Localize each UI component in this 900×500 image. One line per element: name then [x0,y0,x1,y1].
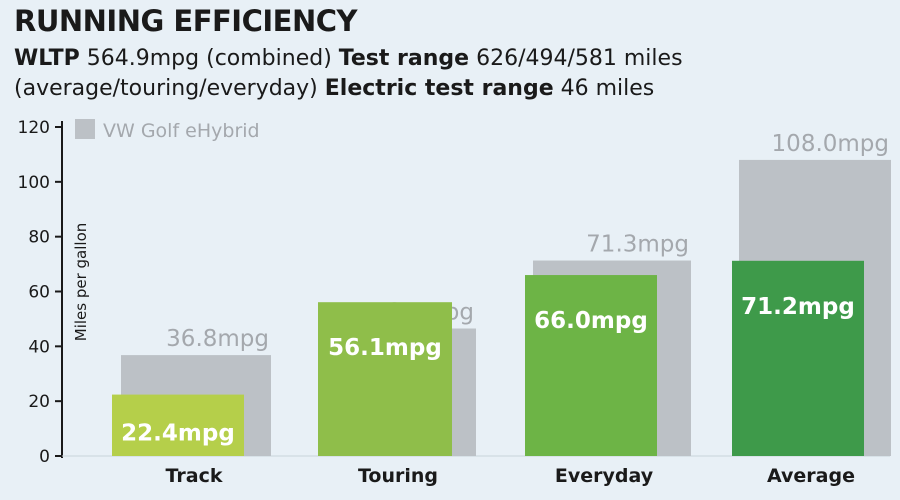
line1-segment-1: 564.9mpg (combined) [79,46,339,71]
value-bar-label: 22.4mpg [121,421,235,447]
line2-segment-2: 46 miles [553,76,655,101]
line1-segment-0: WLTP [14,46,80,71]
value-bar-label: 71.2mpg [741,294,855,320]
line1-segment-2: Test range [338,46,470,71]
category-label: Average [767,465,855,487]
y-tick-label: 120 [18,118,50,138]
line1-segment-3: 626/494/581 miles [469,46,683,71]
value-bar [318,302,452,456]
subtitle-line-2: (average/touring/everyday) Electric test… [14,74,894,104]
y-tick-label: 20 [28,392,50,412]
y-tick-label: 40 [28,337,50,357]
y-tick-label: 0 [39,447,50,467]
category-label: Track [166,465,223,487]
value-bar [112,394,244,456]
chart-title: RUNNING EFFICIENCY [14,4,358,38]
grey-bar-label: 36.8mpg [166,326,269,352]
line2-segment-0: (average/touring/everyday) [14,76,325,101]
legend-label: VW Golf eHybrid [103,120,260,142]
value-bar-label: 56.1mpg [328,335,442,361]
grey-bar-label: 71.3mpg [586,232,689,258]
category-label: Everyday [555,465,654,487]
y-tick-label: 100 [18,173,50,193]
value-bar-label: 66.0mpg [534,308,648,334]
category-label: Touring [358,465,438,487]
line2-segment-1: Electric test range [324,76,554,101]
y-axis-label: Miles per gallon [72,223,90,342]
value-bar [732,260,864,456]
chart-subtitle: WLTP 564.9mpg (combined) Test range 626/… [14,44,894,104]
y-tick-label: 60 [28,283,50,303]
subtitle-line-1: WLTP 564.9mpg (combined) Test range 626/… [14,44,894,74]
legend-swatch [75,119,95,139]
grey-bar-label: 108.0mpg [772,131,889,157]
y-tick-label: 80 [28,228,50,248]
value-bar [525,275,657,456]
